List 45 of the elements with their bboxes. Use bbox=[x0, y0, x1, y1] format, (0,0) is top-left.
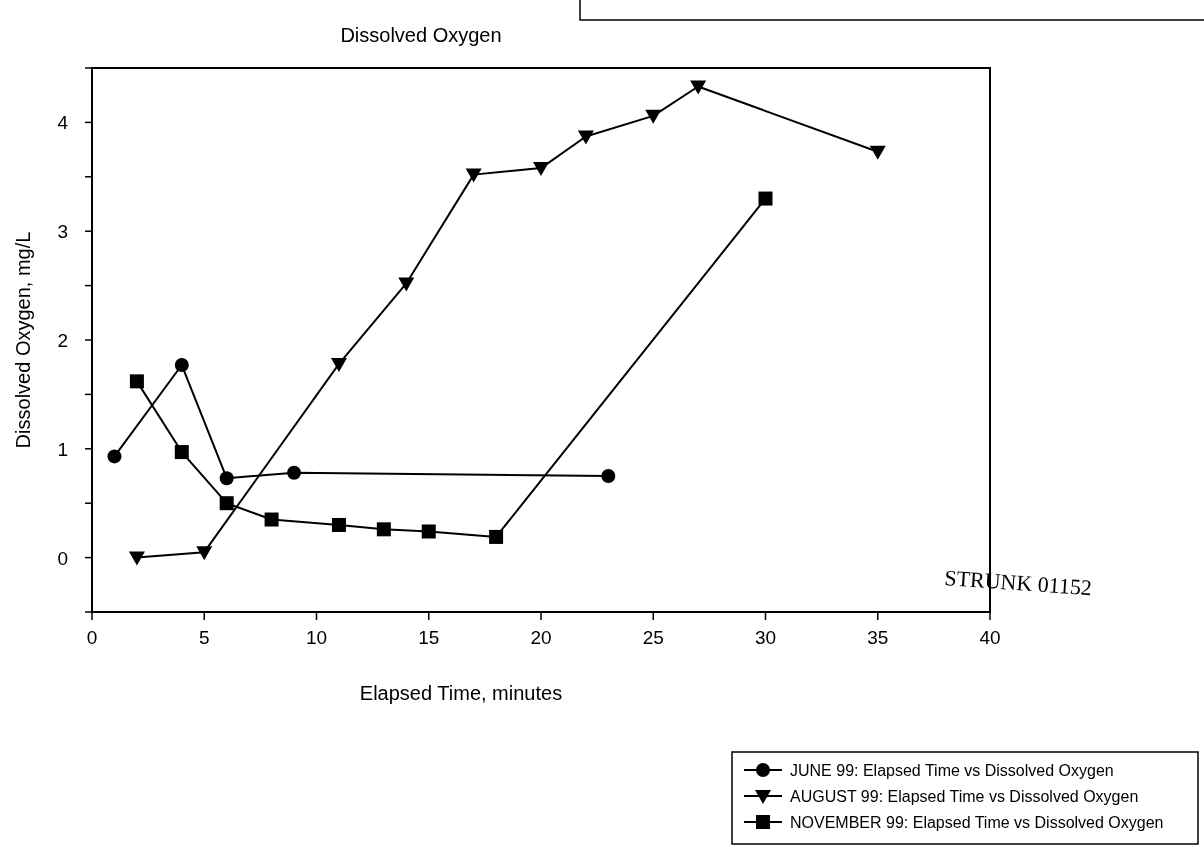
point bbox=[465, 168, 482, 183]
point bbox=[219, 496, 234, 511]
point bbox=[129, 374, 144, 389]
point bbox=[174, 445, 189, 460]
point bbox=[690, 80, 707, 95]
legend-label: NOVEMBER 99: Elapsed Time vs Dissolved Oxygen bbox=[790, 814, 1164, 831]
point bbox=[107, 449, 122, 464]
y-tick-label: 0 bbox=[57, 547, 68, 569]
point bbox=[758, 191, 773, 206]
point bbox=[330, 357, 347, 372]
x-tick-label: 30 bbox=[754, 627, 777, 648]
x-tick-label: 5 bbox=[198, 627, 210, 648]
point bbox=[331, 517, 346, 532]
x-tick-label: 40 bbox=[979, 627, 1001, 648]
point bbox=[219, 471, 234, 486]
point bbox=[601, 469, 616, 483]
legend-label: JUNE 99: Elapsed Time vs Dissolved Oxygen bbox=[790, 762, 1114, 779]
chart-title: Dissolved Oxygen bbox=[340, 24, 502, 46]
y-tick-label: 3 bbox=[57, 221, 68, 243]
point bbox=[376, 522, 391, 537]
point bbox=[264, 512, 279, 527]
point bbox=[869, 145, 886, 160]
y-tick-label: 2 bbox=[57, 330, 68, 351]
y-tick-label: 1 bbox=[57, 438, 68, 460]
x-axis-title: Elapsed Time, minutes bbox=[359, 682, 563, 704]
x-tick-label: 15 bbox=[418, 627, 440, 648]
point bbox=[128, 551, 145, 566]
point bbox=[174, 358, 189, 373]
x-tick-label: 20 bbox=[530, 627, 552, 648]
point bbox=[645, 109, 662, 124]
point bbox=[421, 524, 436, 539]
x-tick-label: 35 bbox=[867, 627, 889, 648]
point bbox=[533, 162, 549, 177]
point bbox=[398, 277, 415, 292]
point bbox=[287, 465, 302, 480]
x-tick-label: 10 bbox=[305, 627, 328, 648]
x-tick-label: 25 bbox=[642, 627, 664, 648]
x-tick-label: 0 bbox=[86, 627, 98, 648]
point bbox=[196, 546, 213, 561]
point bbox=[577, 130, 594, 145]
y-tick-label: 4 bbox=[57, 112, 69, 134]
legend-label: AUGUST 99: Elapsed Time vs Dissolved Oxygen bbox=[790, 788, 1139, 805]
point bbox=[489, 529, 504, 544]
annotation: STRUNK 01152 bbox=[943, 565, 1093, 601]
y-axis-title: Dissolved Oxygen, mg/L bbox=[12, 231, 34, 449]
